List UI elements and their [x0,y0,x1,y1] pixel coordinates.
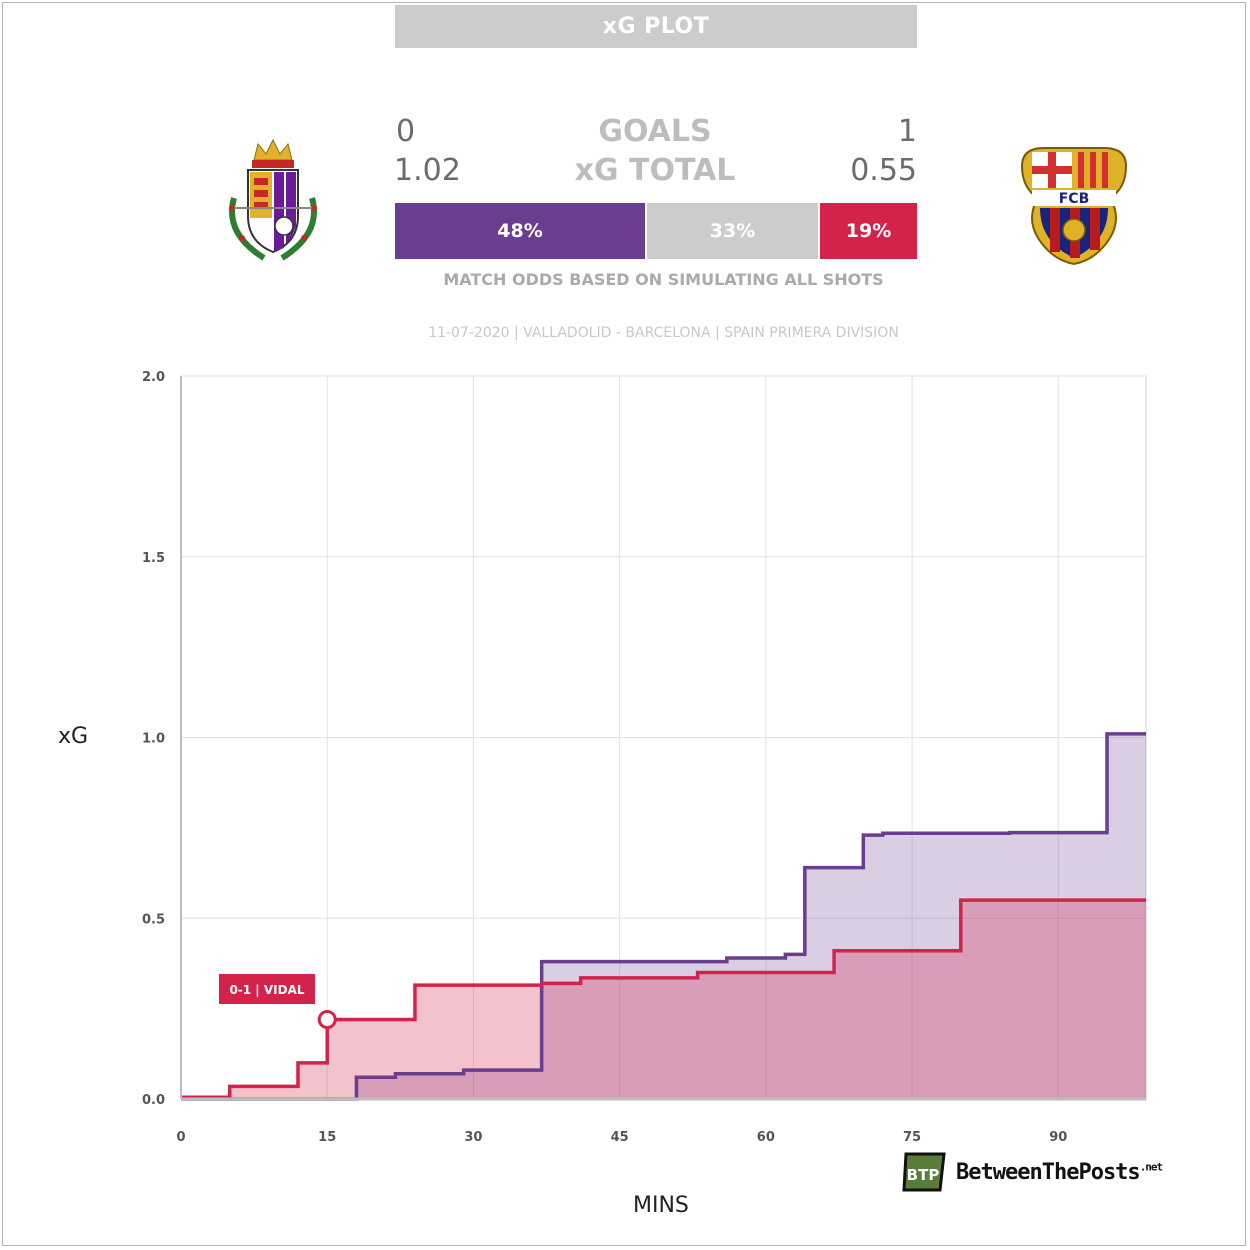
x-axis-label: MINS [633,1193,689,1218]
y-axis-label: xG [58,724,89,749]
fcb-crest-text: FCB [1059,191,1090,207]
btp-logo-text: BTP [907,1166,940,1184]
brand-logo: BTP BetweenThePosts.net [902,1150,1163,1194]
brand-suffix: .net [1139,1160,1163,1174]
odds-note: MATCH ODDS BASED ON SIMULATING ALL SHOTS [443,270,884,289]
match-info: 11-07-2020 | VALLADOLID - BARCELONA | SP… [428,325,899,341]
match-odds-bar: 48% 33% 19% [395,203,917,259]
valladolid-crest-icon [229,138,317,261]
home-win-odds: 48% [395,203,645,259]
xg-total-label: xG TOTAL [574,153,736,188]
page-title: xG PLOT [395,5,917,48]
draw-odds: 33% [647,203,818,259]
away-win-odds: 19% [820,203,917,259]
away-xg-total: 0.55 [850,153,917,188]
brand-name-text: BetweenThePosts [956,1159,1141,1185]
btp-logo-icon: BTP [902,1152,946,1192]
goals-label: GOALS [598,114,712,149]
home-xg-total: 1.02 [394,153,461,188]
brand-name: BetweenThePosts.net [956,1159,1163,1185]
away-goals: 1 [897,114,917,149]
odds-divider [818,203,820,259]
fcb-crest-icon: FCB [1020,147,1128,266]
home-goals: 0 [396,114,416,149]
odds-divider [645,203,647,259]
